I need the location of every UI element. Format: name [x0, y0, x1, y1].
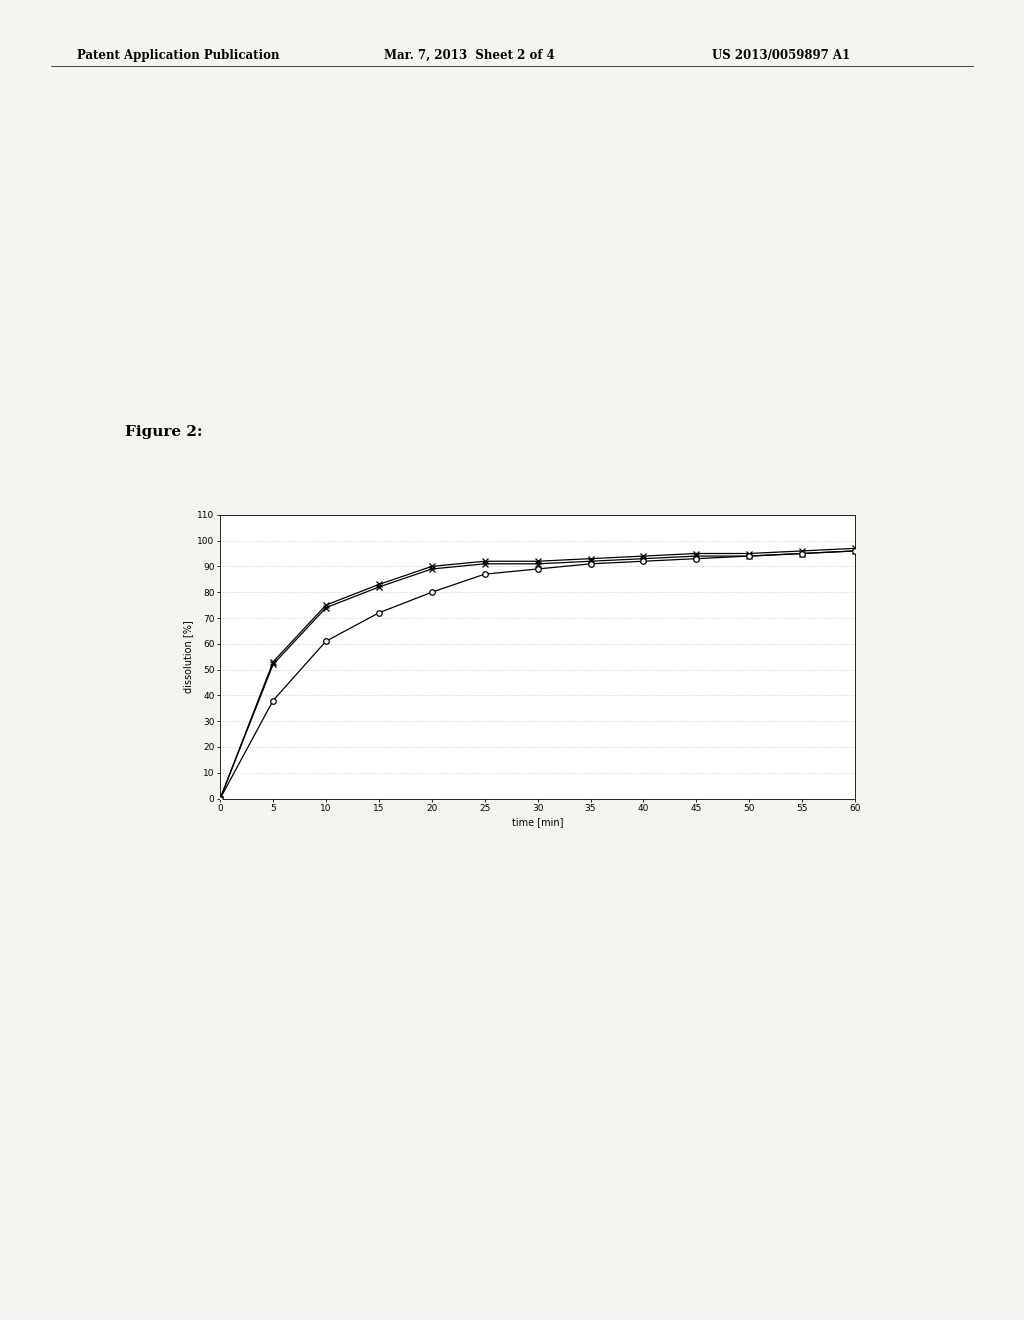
Text: Mar. 7, 2013  Sheet 2 of 4: Mar. 7, 2013 Sheet 2 of 4	[384, 49, 555, 62]
Y-axis label: dissolution [%]: dissolution [%]	[183, 620, 194, 693]
Text: Figure 2:: Figure 2:	[125, 425, 203, 440]
Text: Patent Application Publication: Patent Application Publication	[77, 49, 280, 62]
Text: US 2013/0059897 A1: US 2013/0059897 A1	[712, 49, 850, 62]
X-axis label: time [min]: time [min]	[512, 817, 563, 828]
